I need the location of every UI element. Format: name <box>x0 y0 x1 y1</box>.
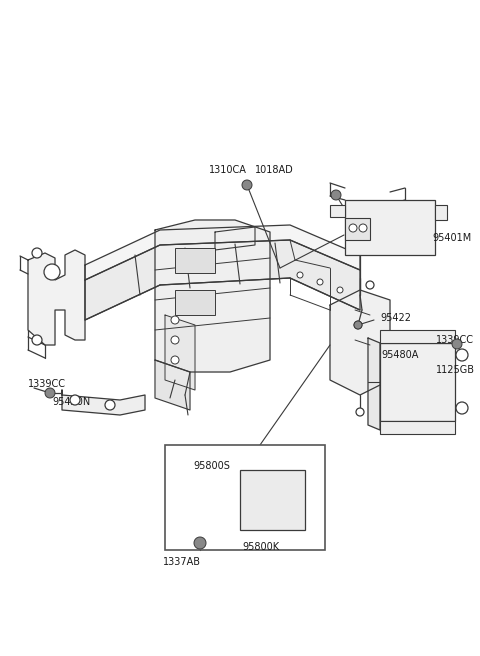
Text: 1018AD: 1018AD <box>255 165 294 175</box>
Circle shape <box>337 287 343 293</box>
Circle shape <box>171 336 179 344</box>
Circle shape <box>366 281 374 289</box>
Bar <box>175 248 215 273</box>
Polygon shape <box>155 220 270 372</box>
Text: 95401M: 95401M <box>432 233 471 243</box>
Polygon shape <box>165 315 195 390</box>
Text: 95422: 95422 <box>380 313 411 323</box>
Text: 95420N: 95420N <box>52 397 90 407</box>
Text: 1339CC: 1339CC <box>436 335 474 345</box>
Bar <box>380 421 455 434</box>
Circle shape <box>171 316 179 324</box>
Bar <box>435 205 447 220</box>
Polygon shape <box>28 250 85 345</box>
Bar <box>380 330 455 343</box>
Circle shape <box>44 264 60 280</box>
Circle shape <box>359 224 367 232</box>
Bar <box>330 205 345 217</box>
Circle shape <box>171 356 179 364</box>
Text: 1125GB: 1125GB <box>436 365 475 375</box>
Bar <box>165 445 325 550</box>
Circle shape <box>297 272 303 278</box>
Polygon shape <box>85 240 360 320</box>
Polygon shape <box>85 225 360 280</box>
Circle shape <box>105 400 115 410</box>
Bar <box>380 343 455 421</box>
Circle shape <box>456 349 468 361</box>
Polygon shape <box>155 360 190 410</box>
Bar <box>345 218 370 240</box>
Text: 95480A: 95480A <box>381 350 419 360</box>
Circle shape <box>452 339 462 349</box>
Circle shape <box>194 537 206 549</box>
Polygon shape <box>215 227 255 250</box>
Bar <box>345 200 435 255</box>
Circle shape <box>242 180 252 190</box>
Circle shape <box>349 224 357 232</box>
Text: 1310CA: 1310CA <box>209 165 247 175</box>
Polygon shape <box>368 338 380 430</box>
Text: 95800K: 95800K <box>242 542 279 552</box>
Circle shape <box>317 279 323 285</box>
Circle shape <box>354 321 362 329</box>
Circle shape <box>356 408 364 416</box>
Polygon shape <box>178 465 228 510</box>
Circle shape <box>331 190 341 200</box>
Text: 1339CC: 1339CC <box>28 379 66 389</box>
Circle shape <box>32 335 42 345</box>
Circle shape <box>32 248 42 258</box>
Circle shape <box>45 388 55 398</box>
Circle shape <box>70 395 80 405</box>
Bar <box>240 470 305 530</box>
Text: 1337AB: 1337AB <box>163 557 201 567</box>
Circle shape <box>456 402 468 414</box>
Polygon shape <box>330 290 390 395</box>
Text: 95800S: 95800S <box>193 461 230 471</box>
Bar <box>175 290 215 315</box>
Circle shape <box>354 321 362 329</box>
Polygon shape <box>62 390 145 415</box>
